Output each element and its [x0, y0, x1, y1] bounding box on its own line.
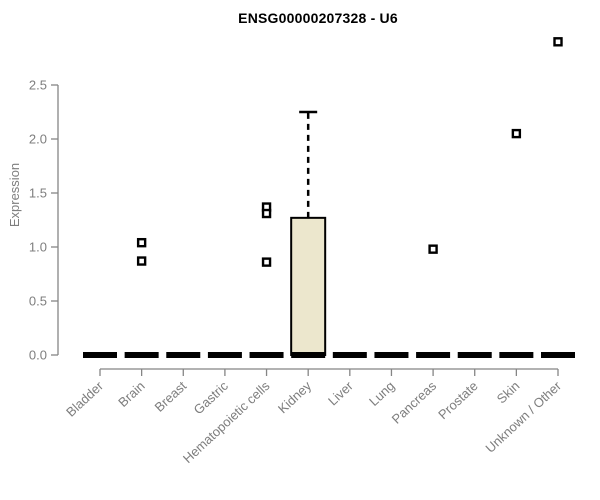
median-line	[83, 352, 117, 358]
median-line	[332, 352, 367, 358]
x-tick-label: Kidney	[275, 378, 315, 416]
box	[290, 216, 327, 356]
x-tick-label: Brain	[115, 378, 147, 410]
x-tick-label: Gastric	[191, 378, 232, 417]
y-tick-label: 1.5	[29, 186, 47, 201]
x-tick-label: Liver	[325, 378, 356, 409]
y-tick-label: 0.5	[29, 294, 47, 309]
x-tick-label: Prostate	[435, 378, 481, 422]
y-tick-label: 1.0	[29, 240, 47, 255]
median-line	[249, 352, 284, 358]
x-tick-label: Pancreas	[389, 378, 440, 427]
x-tick-label: Breast	[152, 378, 190, 415]
median-line	[416, 352, 451, 358]
outlier-point	[428, 244, 438, 254]
outlier-point	[261, 257, 272, 267]
median-line	[207, 352, 242, 358]
y-tick-label: 0.0	[29, 348, 47, 363]
x-tick-label: Skin	[494, 378, 523, 406]
median-line	[374, 352, 409, 358]
outlier-point	[553, 37, 563, 47]
median-line	[291, 352, 326, 358]
outlier-point	[136, 256, 147, 266]
x-tick-label: Bladder	[63, 378, 106, 420]
y-tick-label: 2.5	[29, 78, 47, 93]
y-tick-label: 2.0	[29, 132, 47, 147]
median-line	[457, 352, 492, 358]
median-line	[124, 352, 159, 358]
x-tick-label: Lung	[366, 378, 397, 409]
outlier-point	[261, 208, 272, 219]
median-line	[541, 352, 575, 358]
x-tick-label: Unknown / Other	[482, 378, 564, 456]
outlier-point	[136, 237, 147, 248]
outlier-point	[511, 128, 522, 139]
median-line	[499, 352, 534, 358]
chart-title: ENSG00000207328 - U6	[238, 10, 398, 26]
median-line	[166, 352, 201, 358]
